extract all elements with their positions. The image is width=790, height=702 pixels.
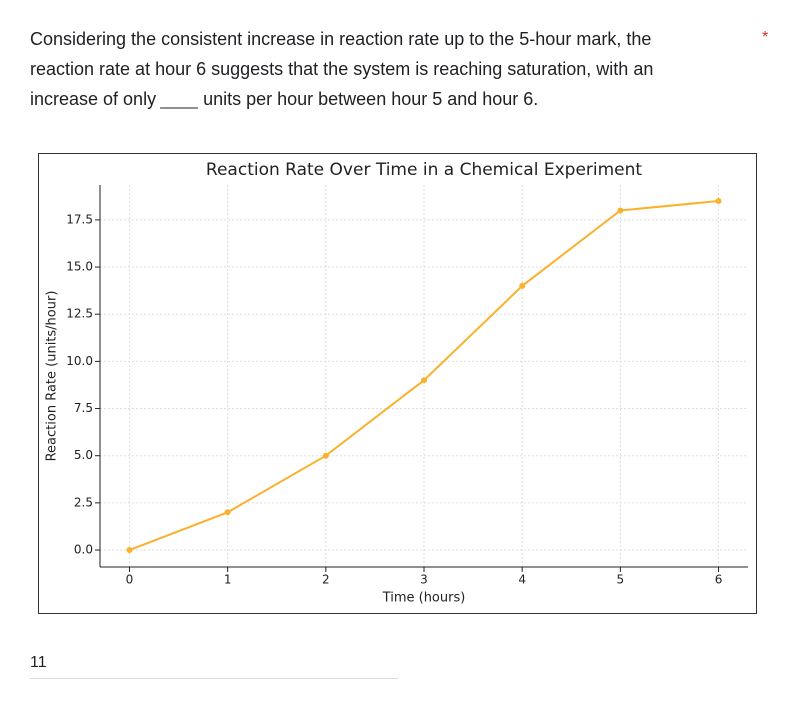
data-point (322, 452, 329, 459)
x-tick-label: 3 (420, 573, 428, 587)
y-tick-label: 2.5 (74, 495, 93, 509)
y-tick-label: 15.0 (66, 260, 93, 274)
y-tick-label: 12.5 (66, 307, 93, 321)
x-tick-label: 1 (224, 573, 232, 587)
question-line: Considering the consistent increase in r… (30, 29, 651, 49)
chart-title: Reaction Rate Over Time in a Chemical Ex… (206, 160, 642, 180)
y-tick-label: 17.5 (66, 212, 93, 226)
y-tick-label: 5.0 (74, 448, 93, 462)
x-tick-label: 5 (617, 573, 625, 587)
x-axis-label: Time (hours) (382, 591, 466, 606)
question-line: units per hour between hour 5 and hour 6… (203, 89, 538, 109)
question-line: reaction rate at hour 6 suggests that th… (30, 59, 653, 79)
y-tick-label: 7.5 (74, 401, 93, 415)
data-point (519, 282, 526, 289)
data-point (715, 198, 722, 205)
y-tick-label: 10.0 (66, 354, 93, 368)
data-point (421, 377, 427, 384)
x-tick-label: 0 (126, 573, 134, 587)
chart: Reaction Rate Over Time in a Chemical Ex… (45, 160, 748, 606)
data-point (617, 207, 624, 214)
y-axis-label: Reaction Rate (units/hour) (45, 291, 60, 462)
x-tick-label: 4 (518, 573, 526, 587)
data-point (224, 509, 231, 516)
chart-frame (38, 153, 757, 614)
data-point (126, 547, 133, 554)
x-tick-label: 2 (322, 573, 330, 587)
answer-text[interactable]: 11 (30, 654, 47, 671)
x-tick-label: 6 (715, 573, 723, 587)
question-line: increase of only (30, 89, 156, 109)
required-mark: * (762, 29, 768, 46)
y-tick-label: 0.0 (74, 543, 93, 557)
